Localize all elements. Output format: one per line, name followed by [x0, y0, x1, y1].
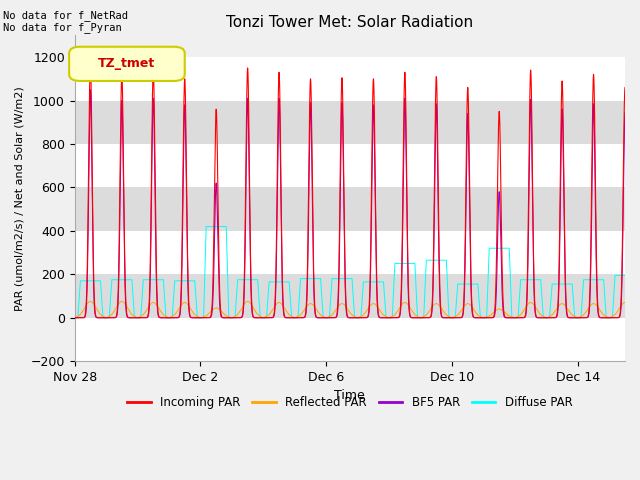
Legend: Incoming PAR, Reflected PAR, BF5 PAR, Diffuse PAR: Incoming PAR, Reflected PAR, BF5 PAR, Di… — [122, 392, 577, 414]
Bar — [75, 57, 625, 100]
X-axis label: Time: Time — [335, 389, 365, 402]
Bar — [75, 231, 625, 274]
Bar — [75, 144, 625, 187]
Text: TZ_tmet: TZ_tmet — [99, 57, 156, 70]
Title: Tonzi Tower Met: Solar Radiation: Tonzi Tower Met: Solar Radiation — [227, 15, 474, 30]
Text: No data for f_NetRad
No data for f_Pyran: No data for f_NetRad No data for f_Pyran — [3, 10, 128, 33]
FancyBboxPatch shape — [69, 47, 185, 81]
Bar — [75, 318, 625, 361]
Bar — [75, 274, 625, 318]
Bar — [75, 100, 625, 144]
Bar — [75, 187, 625, 231]
Y-axis label: PAR (umol/m2/s) / Net and Solar (W/m2): PAR (umol/m2/s) / Net and Solar (W/m2) — [15, 86, 25, 311]
